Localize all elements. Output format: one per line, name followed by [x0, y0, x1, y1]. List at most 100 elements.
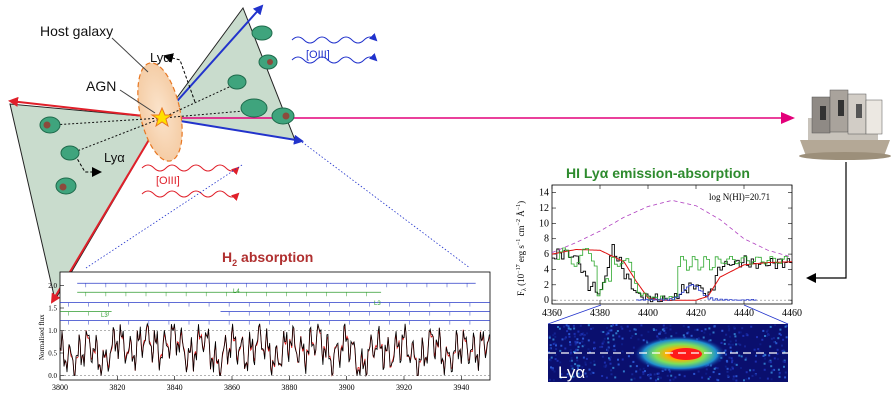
h2-x-tick-label: 3940 [453, 383, 469, 392]
noise-pixel [581, 366, 584, 369]
noise-pixel [642, 339, 645, 342]
noise-pixel [780, 334, 782, 336]
noise-pixel [639, 376, 642, 379]
noise-pixel [653, 373, 656, 376]
noise-pixel [726, 374, 729, 377]
noise-pixel [610, 369, 613, 372]
noise-pixel [770, 371, 773, 374]
noise-pixel [754, 373, 757, 376]
noise-pixel [696, 328, 699, 331]
noise-pixel [612, 324, 615, 327]
noise-pixel [599, 346, 602, 348]
noise-pixel [763, 368, 766, 371]
noise-pixel [773, 368, 776, 371]
red-arrow-left [8, 96, 163, 119]
gas-clouds [39, 25, 295, 195]
noise-pixel [659, 377, 662, 380]
noise-pixel [621, 343, 623, 346]
noise-pixel [601, 345, 604, 348]
noise-pixel [700, 330, 703, 332]
noise-pixel [688, 327, 691, 330]
noise-pixel [701, 376, 704, 379]
noise-pixel [552, 334, 555, 337]
noise-pixel [554, 358, 557, 361]
noise-pixel [577, 345, 580, 348]
noise-pixel [607, 341, 610, 344]
noise-pixel [663, 329, 666, 332]
lya-ylabel-end: ) [516, 201, 526, 204]
cloud-icon [258, 54, 278, 70]
noise-pixel [612, 338, 615, 341]
noise-pixel [556, 359, 559, 362]
lya-bottom-label: Lyα [104, 150, 125, 165]
noise-pixel [634, 333, 637, 335]
noise-pixel [615, 324, 618, 326]
lya-x-tick-label: 4460 [782, 308, 802, 319]
noise-pixel [726, 367, 729, 370]
noise-pixel [564, 336, 567, 339]
noise-pixel [631, 373, 634, 376]
lya-x-tick-label: 4360 [542, 308, 562, 319]
noise-pixel [664, 332, 667, 335]
noise-pixel [682, 334, 685, 337]
noise-pixel [563, 325, 565, 328]
lya-x-tick-label: 4440 [734, 308, 754, 319]
cloud-icon [251, 25, 273, 41]
lya-x-tick-label: 4420 [686, 308, 706, 319]
lya-annotation: log N(HI)=20.71 [709, 192, 770, 202]
noise-pixel [635, 365, 638, 368]
noise-pixel [603, 361, 606, 364]
noise-pixel [600, 330, 603, 333]
lya-ylabel: Fλ (10−17 erg s−1 cm−2 Å−1) [516, 201, 528, 296]
noise-pixel [648, 374, 651, 377]
noise-pixel [662, 324, 665, 327]
noise-pixel [709, 333, 712, 336]
h2-title-main: H [222, 249, 232, 265]
noise-pixel [665, 326, 668, 329]
lya-ylabel-rest: (10 [516, 273, 526, 288]
noise-pixel [620, 325, 623, 328]
lya-image-label: Lyα [558, 363, 585, 382]
lya-2d-spectrum-image: Lyα [548, 324, 788, 382]
noise-pixel [705, 368, 708, 371]
noise-pixel [613, 343, 616, 346]
noise-pixel [637, 338, 640, 341]
noise-pixel [783, 365, 785, 368]
noise-pixel [577, 330, 580, 333]
noise-pixel [772, 337, 775, 340]
noise-pixel [632, 360, 635, 363]
noise-pixel [745, 357, 748, 360]
left-ionization-cone [9, 103, 163, 302]
noise-pixel [585, 375, 588, 378]
noise-pixel [657, 372, 660, 375]
noise-pixel [551, 367, 554, 370]
lya-y-tick-label: 8 [544, 234, 549, 245]
noise-pixel [738, 354, 741, 357]
noise-pixel [571, 367, 574, 370]
noise-pixel [568, 335, 571, 338]
noise-pixel [627, 355, 630, 358]
noise-pixel [633, 328, 636, 331]
noise-pixel [727, 343, 730, 346]
noise-pixel [579, 369, 582, 372]
noise-pixel [549, 347, 552, 350]
noise-pixel [758, 350, 761, 353]
noise-pixel [774, 324, 777, 327]
noise-pixel [770, 337, 773, 340]
noise-pixel [609, 358, 612, 361]
noise-pixel [742, 334, 745, 337]
noise-pixel [576, 356, 578, 359]
noise-pixel [732, 367, 734, 370]
noise-pixel [728, 329, 730, 332]
noise-pixel [658, 332, 661, 335]
noise-pixel [573, 351, 575, 354]
h2-x-tick-label: 3920 [396, 383, 412, 392]
h2-axes: 3800 3820 3840 3860 3880 3900 3920 3940 0.0 0.5 1.… [48, 282, 490, 392]
oiii-top-label: [OIII] [306, 49, 330, 61]
noise-pixel [769, 359, 772, 362]
noise-pixel [590, 327, 593, 330]
noise-pixel [602, 340, 605, 343]
noise-pixel [721, 329, 724, 332]
noise-pixel [712, 331, 715, 334]
noise-pixel [738, 331, 741, 334]
